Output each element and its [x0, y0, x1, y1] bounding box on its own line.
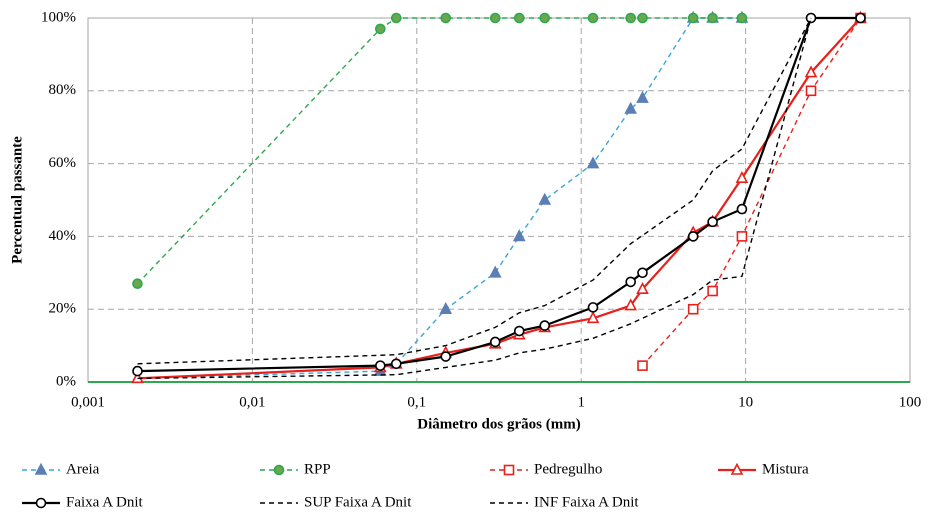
legend-item: INF Faixa A Dnit	[490, 494, 639, 510]
marker	[586, 311, 600, 324]
marker	[624, 101, 638, 114]
marker	[440, 12, 452, 24]
legend-label: INF Faixa A Dnit	[534, 494, 639, 510]
series-line	[137, 17, 862, 380]
marker	[687, 231, 699, 242]
y-tick-label: 60%	[49, 155, 77, 171]
y-tick-label: 80%	[49, 82, 77, 98]
marker	[488, 265, 502, 278]
x-tick-label: 0,001	[71, 394, 105, 410]
x-tick-label: 0,01	[239, 394, 265, 410]
marker	[637, 267, 648, 279]
marker	[586, 156, 600, 169]
marker	[132, 365, 143, 377]
marker	[503, 464, 515, 476]
marker	[132, 278, 143, 290]
plot-border	[87, 17, 911, 383]
marker	[538, 192, 552, 205]
legend-label: SUP Faixa A Dnit	[304, 494, 412, 510]
marker	[707, 285, 718, 297]
series-line	[137, 17, 812, 365]
marker	[855, 12, 866, 24]
marker	[735, 170, 749, 183]
marker	[636, 281, 649, 294]
series-line	[137, 16, 861, 373]
marker	[637, 12, 648, 24]
legend-item: Areia	[22, 461, 100, 477]
marker	[707, 216, 718, 228]
x-tick-label: 100	[899, 394, 922, 410]
marker	[625, 12, 636, 24]
legend-label: Faixa A Dnit	[66, 494, 144, 510]
y-axis-title: Percentual passante	[9, 136, 25, 264]
marker	[489, 336, 501, 348]
x-axis-title: Diâmetro dos grãos (mm)	[417, 416, 580, 432]
x-tick-label: 0,1	[407, 394, 426, 410]
legend-item: SUP Faixa A Dnit	[260, 494, 412, 510]
marker	[736, 12, 748, 24]
marker	[736, 203, 748, 215]
marker	[587, 12, 599, 24]
marker	[539, 320, 551, 331]
marker	[805, 12, 817, 24]
marker	[730, 462, 744, 475]
y-tick-label: 20%	[49, 301, 77, 317]
marker	[636, 90, 649, 103]
marker	[625, 276, 636, 288]
marker	[687, 303, 699, 315]
marker	[375, 23, 386, 35]
series-line	[137, 17, 742, 380]
marker	[489, 12, 501, 24]
marker	[539, 12, 551, 24]
legend-label: Pedregulho	[534, 461, 602, 477]
marker	[439, 301, 453, 314]
marker	[390, 12, 402, 24]
legend-label: Mistura	[762, 461, 809, 477]
marker	[375, 360, 386, 371]
marker	[736, 231, 748, 242]
legend-item: RPP	[260, 461, 331, 477]
legend-label: RPP	[304, 461, 331, 477]
legend-item: Pedregulho	[490, 461, 602, 477]
marker	[687, 12, 699, 24]
series-line	[641, 17, 862, 367]
marker	[512, 229, 526, 242]
marker	[707, 12, 718, 24]
x-tick-label: 10	[738, 394, 753, 410]
marker	[805, 85, 817, 97]
legend-item: Faixa A Dnit	[22, 494, 144, 510]
y-tick-label: 0%	[56, 373, 76, 389]
marker	[131, 371, 144, 384]
marker	[273, 464, 285, 476]
marker	[513, 325, 525, 337]
marker	[587, 302, 599, 313]
y-tick-label: 100%	[41, 9, 76, 25]
marker	[513, 12, 525, 24]
marker	[624, 298, 638, 311]
legend-label: Areia	[66, 461, 100, 477]
marker	[804, 65, 818, 78]
legend-item: Mistura	[718, 461, 809, 477]
marker	[35, 497, 47, 509]
marker	[440, 351, 452, 362]
marker	[34, 462, 48, 475]
y-tick-label: 40%	[49, 228, 77, 244]
marker	[637, 360, 648, 371]
x-tick-label: 1	[577, 394, 585, 410]
marker	[390, 358, 402, 370]
series-line	[136, 17, 742, 285]
series-line	[137, 17, 812, 380]
